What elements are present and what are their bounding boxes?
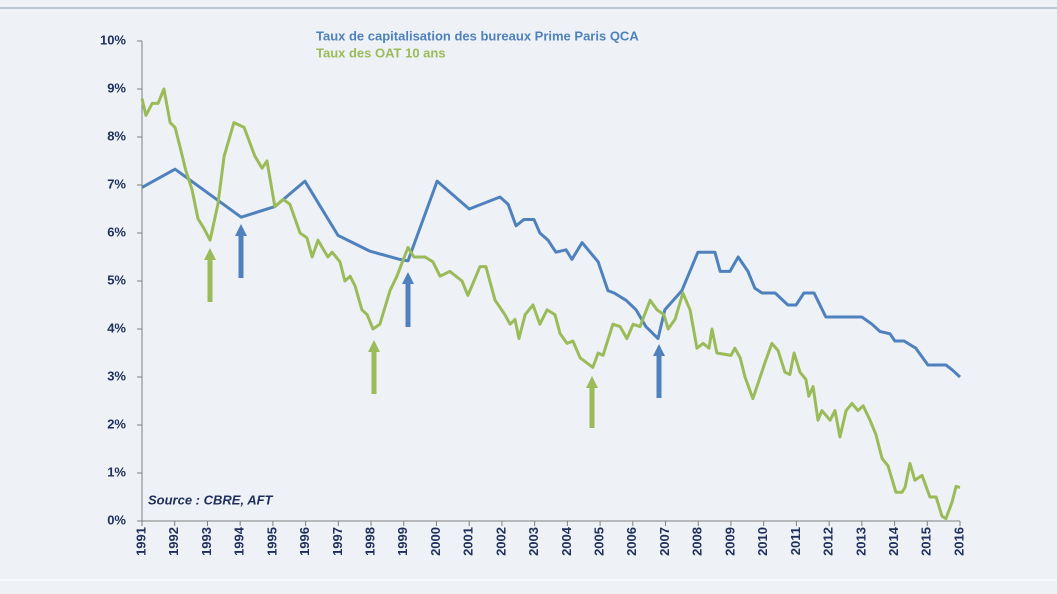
y-tick-label: 8% bbox=[107, 128, 126, 143]
x-tick-label: 1997 bbox=[330, 527, 345, 556]
y-tick-label: 0% bbox=[107, 512, 126, 527]
x-tick-label: 1995 bbox=[264, 527, 279, 556]
x-tick-label: 1993 bbox=[199, 527, 214, 556]
source-note: Source : CBRE, AFT bbox=[148, 492, 274, 507]
x-tick-label: 2006 bbox=[624, 527, 639, 556]
x-tick-label: 2014 bbox=[886, 526, 901, 556]
x-tick-label: 2010 bbox=[755, 527, 770, 556]
x-tick-label: 1992 bbox=[166, 527, 181, 556]
x-tick-label: 2013 bbox=[853, 527, 868, 556]
x-tick-label: 1998 bbox=[362, 527, 377, 556]
series-line bbox=[141, 167, 962, 379]
arrows bbox=[204, 224, 665, 428]
x-tick-label: 2002 bbox=[493, 527, 508, 556]
x-tick-label: 2009 bbox=[722, 527, 737, 556]
legend-label: Taux des OAT 10 ans bbox=[316, 45, 446, 60]
x-tick-label: 1991 bbox=[133, 527, 148, 556]
x-tick-label: 2005 bbox=[592, 527, 607, 556]
y-tick-label: 5% bbox=[107, 272, 126, 287]
x-tick-label: 2001 bbox=[461, 527, 476, 556]
y-tick-label: 10% bbox=[100, 32, 126, 47]
x-tick-label: 2003 bbox=[526, 527, 541, 556]
y-tick-label: 4% bbox=[107, 320, 126, 335]
x-tick-label: 2011 bbox=[788, 527, 803, 555]
x-tick-label: 2012 bbox=[821, 527, 836, 556]
x-tick-label: 2015 bbox=[919, 527, 934, 556]
y-tick-label: 9% bbox=[107, 80, 126, 95]
legend: Taux de capitalisation des bureaux Prime… bbox=[316, 28, 639, 60]
x-tick-label: 1994 bbox=[232, 526, 247, 556]
y-tick-label: 7% bbox=[107, 176, 126, 191]
legend-label: Taux de capitalisation des bureaux Prime… bbox=[316, 28, 639, 43]
y-tick-label: 6% bbox=[107, 224, 126, 239]
y-tick-label: 1% bbox=[107, 464, 126, 479]
x-tick-label: 2016 bbox=[951, 527, 966, 556]
series-line bbox=[140, 87, 961, 521]
x-tick-label: 2007 bbox=[657, 527, 672, 556]
x-tick-label: 2000 bbox=[428, 527, 443, 556]
x-tick-label: 2008 bbox=[690, 527, 705, 556]
y-tick-label: 2% bbox=[107, 416, 126, 431]
x-tick-label: 1996 bbox=[297, 527, 312, 556]
y-tick-label: 3% bbox=[107, 368, 126, 383]
x-tick-label: 2004 bbox=[559, 526, 574, 556]
x-tick-label: 1999 bbox=[395, 527, 410, 556]
